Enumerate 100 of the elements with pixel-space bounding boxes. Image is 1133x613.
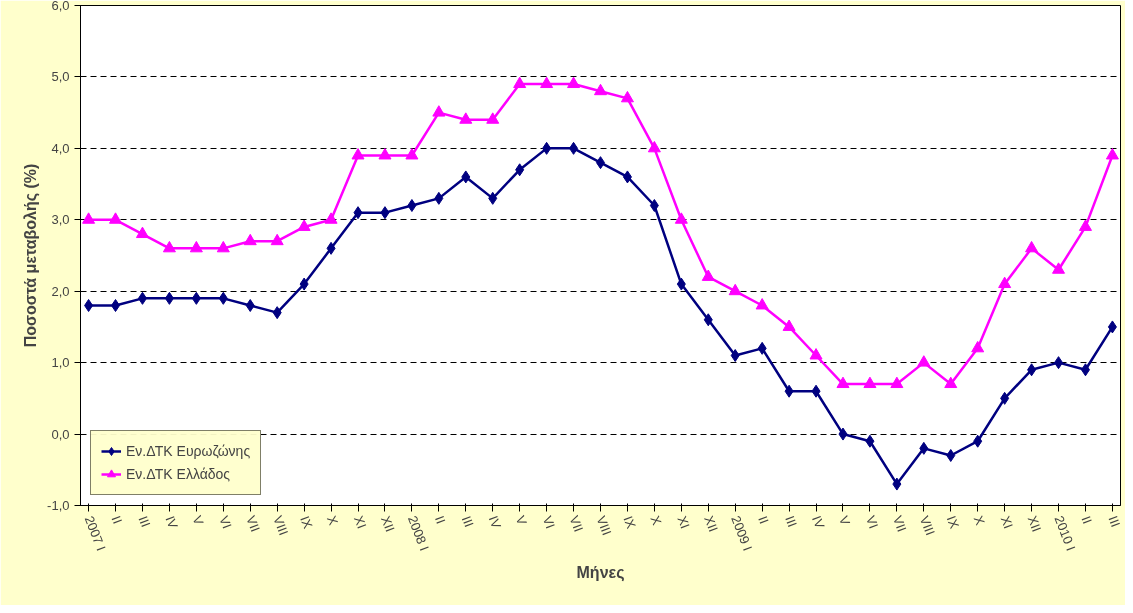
point xyxy=(919,441,929,455)
x-tick-label: X xyxy=(970,513,988,528)
point xyxy=(162,240,176,253)
legend-label: Εν.ΔΤΚ Ευρωζώνης xyxy=(126,443,251,459)
point xyxy=(540,76,554,89)
point xyxy=(243,233,257,246)
x-tick-label: III xyxy=(135,513,154,530)
point xyxy=(676,277,686,291)
point xyxy=(513,76,527,89)
y-tick-label: 6,0 xyxy=(51,0,70,13)
point xyxy=(1105,148,1119,160)
point xyxy=(809,348,823,360)
point xyxy=(324,212,338,224)
point xyxy=(1025,240,1039,253)
x-tick-label: XI xyxy=(351,513,370,531)
point xyxy=(782,319,796,331)
point xyxy=(569,141,579,155)
point xyxy=(703,313,713,327)
x-tick-label: VII xyxy=(889,513,910,535)
point xyxy=(622,170,632,184)
point xyxy=(998,276,1012,289)
point xyxy=(299,277,309,291)
x-tick-label: XI xyxy=(997,513,1017,531)
point xyxy=(892,477,902,491)
point xyxy=(272,306,282,320)
x-tick-label: 2007 I xyxy=(81,513,109,553)
point xyxy=(971,340,985,353)
point xyxy=(216,240,230,253)
point xyxy=(1000,391,1010,405)
point xyxy=(755,298,769,310)
x-tick-label: XII xyxy=(1024,513,1045,535)
point xyxy=(488,191,498,205)
x-tick-label: 2009 I xyxy=(728,513,756,553)
point xyxy=(459,112,473,124)
point xyxy=(245,299,255,312)
y-tick-label: 5,0 xyxy=(51,69,70,85)
y-tick-label: 0,0 xyxy=(51,426,70,442)
point xyxy=(326,241,336,255)
point xyxy=(944,376,958,389)
point xyxy=(461,170,471,184)
point xyxy=(649,199,659,212)
point xyxy=(515,163,525,177)
point xyxy=(863,376,877,389)
x-tick-label: X xyxy=(324,513,342,528)
point xyxy=(270,233,284,246)
point xyxy=(838,427,848,441)
point xyxy=(811,384,821,398)
y-axis-title: Ποσοστά μεταβολής (%) xyxy=(22,163,41,348)
point xyxy=(890,376,904,389)
x-tick-label: XII xyxy=(377,513,398,535)
x-tick-label: IV xyxy=(809,513,828,531)
point xyxy=(353,206,363,220)
point xyxy=(164,291,174,305)
x-tick-label: II xyxy=(755,513,772,526)
point xyxy=(647,140,661,153)
x-tick-label: VIII xyxy=(916,513,938,538)
x-tick-label: IX xyxy=(297,513,316,531)
x-tick-label: VII xyxy=(566,513,587,535)
point xyxy=(82,212,96,224)
x-tick-label: IX xyxy=(620,513,639,531)
x-tick-label: 2010 I xyxy=(1051,513,1079,553)
point xyxy=(1052,262,1066,274)
point xyxy=(701,269,715,281)
point xyxy=(784,384,794,398)
point xyxy=(111,299,121,312)
point xyxy=(728,283,742,296)
point xyxy=(674,212,688,224)
point xyxy=(218,291,228,305)
point xyxy=(137,291,147,305)
x-tick-label: VI xyxy=(862,513,882,531)
point xyxy=(865,434,875,448)
y-tick-label: 4,0 xyxy=(51,140,70,156)
point xyxy=(1078,219,1092,231)
point xyxy=(432,105,446,117)
x-tick-label: V xyxy=(836,513,854,528)
x-tick-label: IV xyxy=(485,513,505,531)
x-tick-label: VI xyxy=(539,513,559,531)
x-tick-label: V xyxy=(512,513,530,528)
point xyxy=(135,226,149,239)
x-tick-label: VII xyxy=(243,513,263,535)
point xyxy=(757,341,767,355)
point xyxy=(189,240,203,253)
y-tick-label: 3,0 xyxy=(51,212,70,228)
point xyxy=(486,112,500,124)
point xyxy=(434,191,444,205)
x-tick-label: VIII xyxy=(270,513,292,538)
point xyxy=(542,141,552,155)
y-tick-label: -1,0 xyxy=(47,498,70,513)
x-tick-label: II xyxy=(431,513,449,526)
x-tick-label: X xyxy=(647,513,665,528)
point xyxy=(109,212,123,224)
point xyxy=(351,148,365,160)
x-tick-label: VI xyxy=(216,513,235,531)
point xyxy=(380,206,390,220)
y-tick-label: 1,0 xyxy=(51,355,70,371)
y-tick-label: 2,0 xyxy=(51,283,70,299)
x-tick-label: III xyxy=(1105,513,1124,530)
x-tick-label: 2008 I xyxy=(404,513,432,553)
x-tick-label: V xyxy=(189,513,207,528)
point xyxy=(297,219,311,231)
